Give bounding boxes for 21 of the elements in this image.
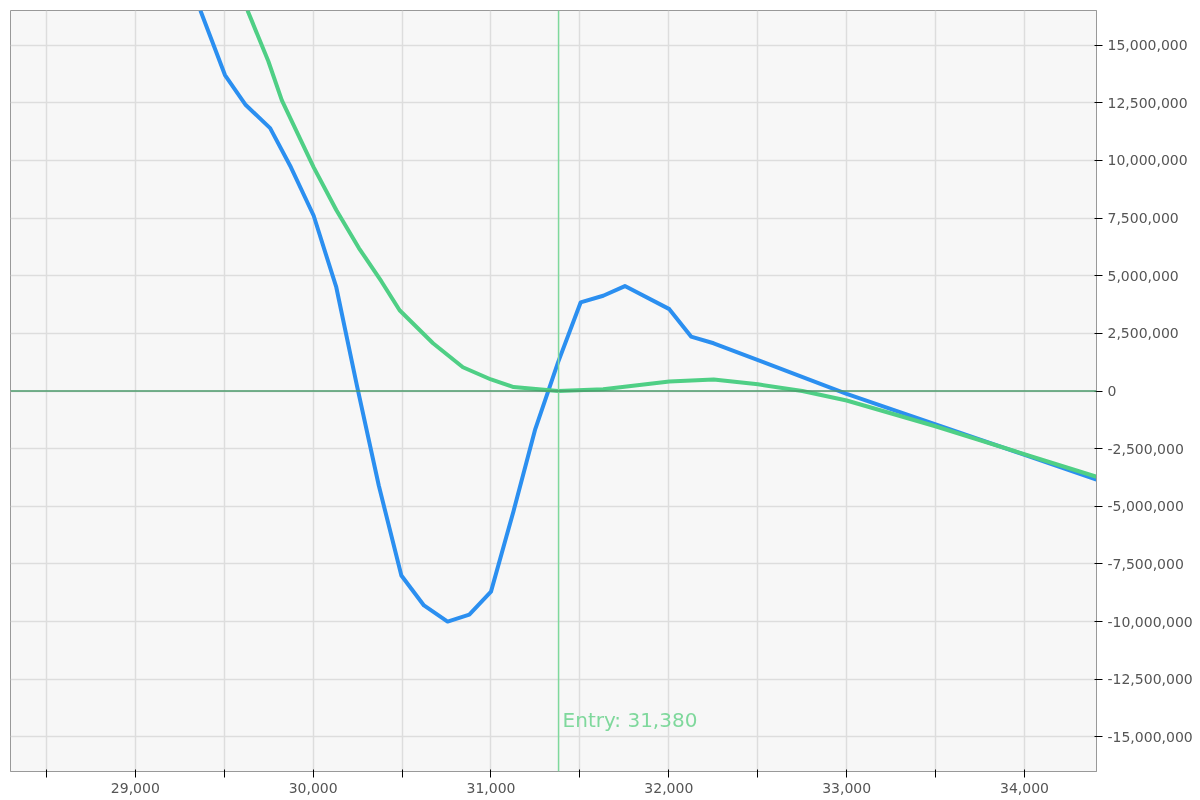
y-tick-label: -12,500,000 (1107, 671, 1193, 688)
y-tick-label: 0 (1107, 383, 1117, 399)
y-tick-label: -2,500,000 (1107, 440, 1184, 457)
y-tick-label: 5,000,000 (1107, 267, 1179, 284)
x-tick-label: 31,000 (466, 779, 516, 796)
y-tick-label: 7,500,000 (1107, 210, 1179, 227)
y-tick-label: -5,000,000 (1107, 498, 1184, 515)
x-tick-label: 33,000 (822, 779, 872, 796)
y-tick-label: 15,000,000 (1107, 37, 1188, 54)
y-tick-label: -7,500,000 (1107, 555, 1184, 572)
x-tick-label: 30,000 (288, 779, 338, 796)
x-tick-label: 29,000 (110, 779, 160, 796)
y-tick-label: 12,500,000 (1107, 94, 1188, 111)
x-tick-label: 32,000 (644, 779, 694, 796)
y-tick-label: -15,000,000 (1107, 728, 1193, 745)
y-tick-label: -10,000,000 (1107, 613, 1193, 630)
y-tick-label: 10,000,000 (1107, 152, 1188, 169)
ref-line-label: Entry: 31,380 (562, 707, 698, 732)
y-tick-label: 2,500,000 (1107, 325, 1179, 342)
line-series (245, 10, 1097, 479)
x-tick-label: 34,000 (999, 779, 1049, 796)
